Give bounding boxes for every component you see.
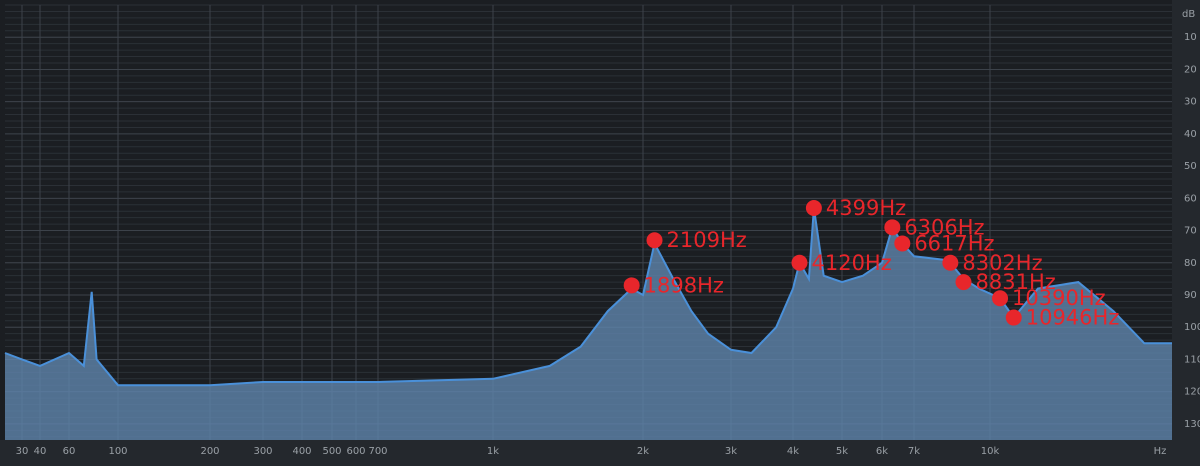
y-tick-label: 110 [1184, 354, 1200, 365]
x-tick-label: 700 [368, 446, 387, 457]
y-tick-label: 100 [1184, 322, 1200, 333]
x-tick-label: 600 [346, 446, 365, 457]
peak-label: 1898Hz [644, 273, 724, 297]
peak-marker [992, 290, 1009, 307]
x-tick-label: 400 [292, 446, 311, 457]
y-tick-label: 50 [1184, 161, 1197, 172]
peak-label: 2109Hz [667, 228, 747, 252]
peak-label: 8831Hz [976, 270, 1056, 294]
peak-marker [955, 274, 972, 291]
y-tick-label: 60 [1184, 193, 1197, 204]
peak-label: 6617Hz [914, 231, 994, 255]
peak-marker [1005, 309, 1022, 326]
x-tick-label: 2k [637, 446, 649, 457]
y-tick-label: 70 [1184, 226, 1197, 237]
y-tick-label: 90 [1184, 290, 1197, 301]
x-tick-label: 1k [487, 446, 499, 457]
peak-marker [894, 235, 911, 252]
x-tick-label: 5k [836, 446, 848, 457]
x-tick-label: 6k [876, 446, 888, 457]
x-tick-label: 7k [908, 446, 920, 457]
x-tick-label: 30 [16, 446, 29, 457]
x-tick-label: 3k [725, 446, 737, 457]
x-tick-label: 300 [253, 446, 272, 457]
x-axis-label: Hz [1154, 446, 1167, 457]
x-tick-label: 40 [34, 446, 47, 457]
y-tick-label: 20 [1184, 64, 1197, 75]
y-tick-label: 40 [1184, 129, 1197, 140]
x-tick-label: 60 [63, 446, 76, 457]
peak-marker [884, 219, 901, 236]
peak-label: 10946Hz [1026, 306, 1120, 330]
y-tick-label: 30 [1184, 97, 1197, 108]
peak-label: 10390Hz [1012, 286, 1106, 310]
x-tick-label: 100 [108, 446, 127, 457]
peak-label: 4120Hz [811, 251, 891, 275]
peak-marker [805, 200, 822, 216]
x-tick-label: 500 [322, 446, 341, 457]
peak-label: 8302Hz [962, 251, 1042, 275]
peak-marker [791, 254, 808, 271]
x-tick-label: 10k [981, 446, 1000, 457]
y-tick-label: 80 [1184, 258, 1197, 269]
y-tick-label: 130 [1184, 419, 1200, 430]
peak-marker [646, 232, 663, 249]
peak-label: 6306Hz [904, 215, 984, 239]
y-axis-strip [1172, 0, 1200, 466]
x-axis-strip [0, 440, 1200, 466]
peak-marker [623, 277, 640, 294]
y-axis-label: dB [1182, 9, 1195, 20]
y-tick-label: 10 [1184, 32, 1197, 43]
y-tick-label: 120 [1184, 387, 1200, 398]
peak-label: 4399Hz [826, 196, 906, 220]
x-tick-label: 200 [200, 446, 219, 457]
peak-marker [942, 254, 959, 271]
x-tick-label: 4k [787, 446, 799, 457]
